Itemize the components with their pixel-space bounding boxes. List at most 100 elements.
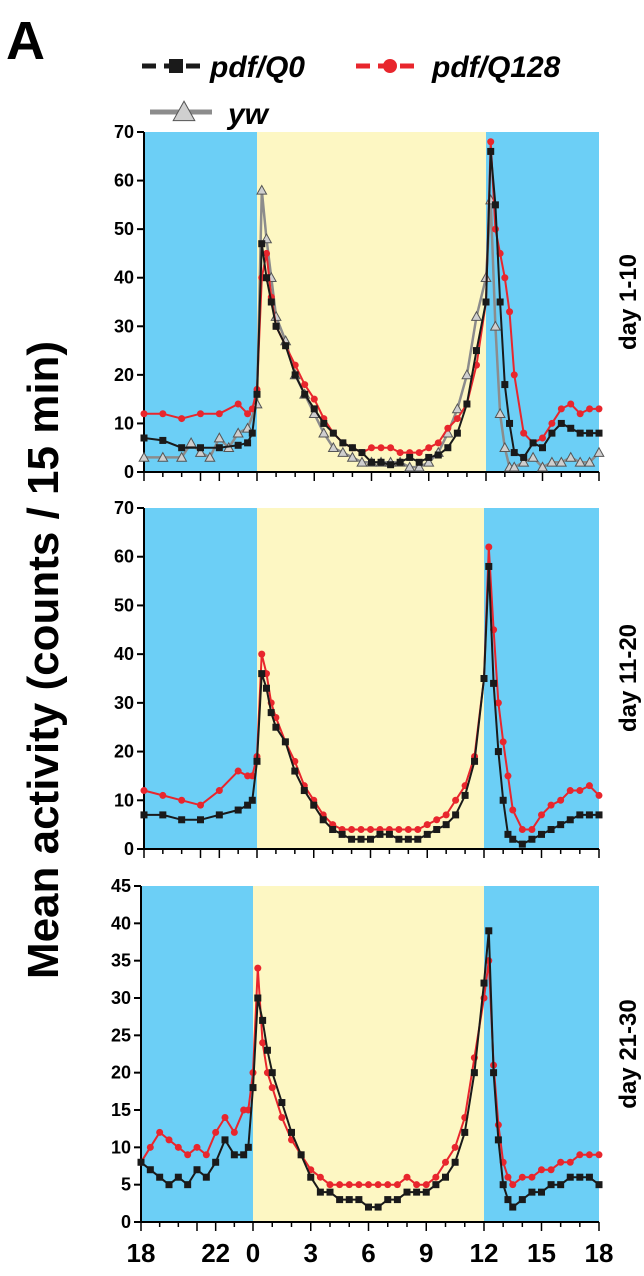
y-tick-label: 50 [114, 595, 134, 615]
data-point-pdf-q0 [501, 381, 509, 389]
y-tick-label: 70 [114, 498, 134, 518]
data-point-pdf-q0 [244, 1143, 252, 1151]
y-tick-label: 10 [111, 1137, 131, 1157]
night-band-early [141, 886, 253, 1222]
data-point-pdf-q128 [518, 826, 526, 834]
data-point-pdf-q0 [215, 811, 223, 819]
data-point-pdf-q0 [595, 429, 603, 437]
data-point-pdf-q0 [499, 1181, 507, 1189]
data-point-pdf-q128 [396, 449, 404, 457]
data-point-pdf-q128 [567, 400, 575, 408]
data-point-pdf-q128 [499, 738, 507, 746]
data-point-pdf-q0 [336, 1196, 344, 1204]
data-point-pdf-q128 [244, 1106, 252, 1114]
data-point-pdf-q0 [248, 796, 256, 804]
data-point-pdf-q0 [348, 835, 356, 843]
data-point-pdf-q0 [197, 444, 204, 452]
data-point-pdf-q0 [406, 453, 414, 461]
series-pdf-q0 [140, 562, 603, 848]
data-point-yw [574, 456, 586, 467]
data-point-pdf-q128 [504, 1173, 512, 1181]
data-point-pdf-q128 [433, 816, 441, 824]
data-point-pdf-q0 [504, 830, 512, 838]
data-point-pdf-q0 [444, 444, 452, 452]
data-point-pdf-q0 [423, 830, 431, 838]
data-point-pdf-q0 [509, 835, 517, 843]
x-tick-label: 0 [246, 1238, 260, 1268]
data-point-yw [138, 451, 150, 462]
data-point-yw [318, 427, 330, 438]
legend-label-yw: yw [226, 98, 270, 131]
data-point-pdf-q128 [557, 405, 565, 413]
data-point-pdf-q0 [442, 1173, 449, 1181]
data-point-pdf-q0 [487, 147, 495, 155]
data-point-pdf-q0 [499, 796, 507, 804]
light-band [257, 508, 484, 849]
data-point-pdf-q128 [442, 811, 450, 819]
data-point-yw [157, 451, 169, 462]
y-tick-label: 20 [111, 1063, 131, 1083]
data-point-pdf-q128 [528, 826, 536, 834]
data-point-yw [327, 441, 339, 453]
data-point-pdf-q128 [258, 650, 266, 658]
y-tick-label: 30 [111, 988, 131, 1008]
data-point-pdf-q0 [576, 429, 584, 437]
data-point-pdf-q0 [140, 434, 148, 442]
data-point-pdf-q0 [159, 811, 167, 819]
data-point-pdf-q0 [585, 1173, 593, 1181]
data-point-pdf-q128 [159, 410, 167, 418]
data-point-pdf-q0 [414, 835, 422, 843]
data-point-pdf-q128 [234, 400, 242, 408]
data-point-pdf-q0 [178, 444, 186, 452]
data-point-pdf-q0 [288, 1128, 295, 1136]
data-point-pdf-q128 [278, 1113, 286, 1121]
data-point-pdf-q0 [538, 1188, 545, 1196]
data-point-pdf-q128 [316, 1173, 324, 1181]
data-point-pdf-q128 [576, 787, 584, 795]
y-tick-label: 35 [111, 951, 131, 971]
data-point-pdf-q0 [212, 1158, 220, 1166]
data-point-yw [451, 403, 464, 414]
night-band-early [144, 132, 257, 472]
data-point-pdf-q128 [576, 1151, 584, 1159]
data-point-pdf-q0 [159, 436, 167, 444]
data-point-pdf-q128 [566, 787, 574, 795]
data-point-pdf-q0 [307, 1173, 315, 1181]
series-pdf-q128 [137, 957, 603, 1189]
y-tick-label: 0 [124, 839, 134, 859]
data-point-pdf-q0 [178, 816, 186, 824]
data-point-pdf-q0 [393, 1196, 401, 1204]
data-point-yw [494, 407, 506, 419]
y-tick-label: 30 [114, 316, 134, 336]
data-point-pdf-q128 [234, 767, 242, 775]
data-point-pdf-q128 [510, 371, 518, 379]
y-tick-label: 30 [114, 693, 134, 713]
data-point-pdf-q0 [358, 449, 366, 457]
y-tick-label: 5 [121, 1175, 131, 1195]
data-point-pdf-q0 [585, 811, 593, 819]
series-pdf-q0 [137, 927, 603, 1211]
data-point-pdf-q0 [528, 835, 536, 843]
data-point-pdf-q0 [461, 791, 469, 799]
data-point-yw [423, 456, 435, 467]
data-point-pdf-q128 [244, 410, 252, 418]
data-point-pdf-q0 [348, 444, 356, 452]
data-point-pdf-q0 [253, 757, 261, 765]
data-point-pdf-q0 [595, 1181, 603, 1189]
data-point-pdf-q128 [140, 787, 148, 795]
data-point-pdf-q128 [377, 444, 385, 452]
data-point-pdf-q0 [482, 298, 490, 306]
data-point-pdf-q128 [215, 787, 223, 795]
data-point-pdf-q128 [585, 782, 593, 790]
data-point-pdf-q128 [310, 395, 318, 403]
data-point-pdf-q0 [529, 439, 537, 447]
data-point-yw [461, 369, 473, 380]
data-point-pdf-q0 [452, 811, 460, 819]
data-point-pdf-q128 [184, 1151, 192, 1159]
data-point-yw [346, 451, 359, 462]
data-point-pdf-q128 [422, 1181, 430, 1189]
data-point-pdf-q0 [548, 429, 556, 437]
data-point-pdf-q128 [442, 1158, 449, 1166]
data-point-pdf-q0 [259, 1016, 267, 1024]
